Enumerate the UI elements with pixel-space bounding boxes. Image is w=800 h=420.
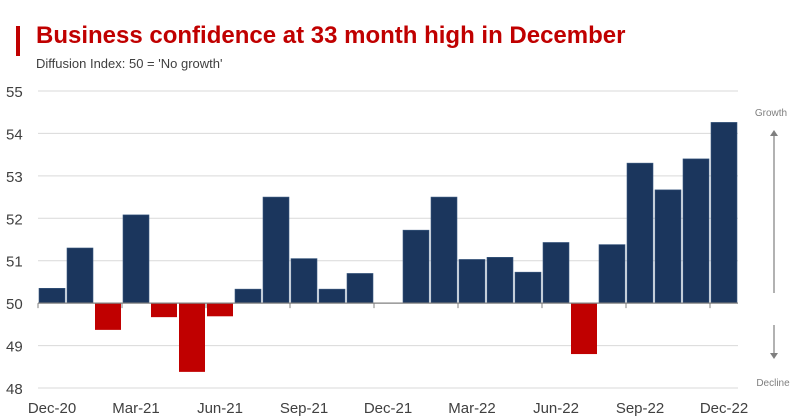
bar-jan-22	[402, 229, 430, 304]
y-tick-label: 50	[6, 296, 23, 313]
chart-title: Business confidence at 33 month high in …	[36, 22, 626, 49]
y-tick-label: 54	[6, 126, 23, 143]
chart-subtitle: Diffusion Index: 50 = 'No growth'	[36, 56, 223, 71]
bar-mar-22	[458, 259, 486, 304]
bar-oct-22	[654, 189, 682, 304]
growth-arrowhead-icon	[770, 130, 778, 136]
y-tick-label: 53	[6, 169, 23, 186]
bar-oct-21	[318, 288, 346, 304]
y-tick-label: 49	[6, 339, 23, 356]
x-tick-label: Jun-21	[197, 400, 243, 417]
bar-mar-21	[122, 214, 150, 304]
x-tick-label: Dec-22	[700, 400, 748, 417]
bar-sep-22	[626, 162, 654, 304]
bar-aug-21	[262, 196, 290, 304]
x-tick-label: Jun-22	[533, 400, 579, 417]
x-tick-label: Sep-22	[616, 400, 664, 417]
bar-apr-21	[151, 303, 177, 318]
x-tick-label: Dec-21	[364, 400, 412, 417]
bar-jul-22	[571, 303, 597, 355]
title-accent-bar	[16, 26, 20, 56]
bar-jul-21	[234, 288, 262, 304]
y-tick-label: 55	[6, 84, 23, 101]
bar-sep-21	[290, 258, 318, 304]
bar-may-22	[514, 271, 542, 304]
growth-label: Growth	[755, 108, 787, 119]
y-tick-label: 51	[6, 254, 23, 271]
y-tick-label: 48	[6, 381, 23, 398]
bar-jun-21	[207, 303, 233, 317]
bar-dec-20	[38, 287, 66, 304]
y-tick-label: 52	[6, 211, 23, 228]
bar-jun-22	[542, 242, 570, 304]
decline-label: Decline	[756, 378, 790, 389]
bar-nov-22	[682, 158, 710, 304]
decline-arrowhead-icon	[770, 353, 778, 359]
bar-aug-22	[598, 244, 626, 304]
x-tick-label: Mar-21	[112, 400, 160, 417]
x-tick-label: Sep-21	[280, 400, 328, 417]
bar-jan-21	[66, 247, 94, 304]
bar-apr-22	[486, 257, 514, 304]
x-tick-label: Dec-20	[28, 400, 76, 417]
bar-feb-21	[95, 303, 121, 330]
bar-may-21	[179, 303, 205, 372]
bar-dec-22	[710, 122, 738, 304]
bar-feb-22	[430, 196, 458, 304]
x-tick-label: Mar-22	[448, 400, 496, 417]
bar-nov-21	[346, 273, 374, 304]
